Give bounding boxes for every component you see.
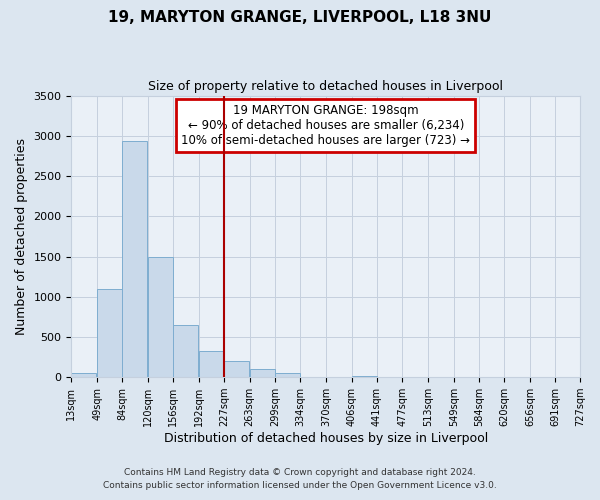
Text: Contains HM Land Registry data © Crown copyright and database right 2024.: Contains HM Land Registry data © Crown c… bbox=[124, 468, 476, 477]
Bar bbox=[275, 373, 301, 377]
X-axis label: Distribution of detached houses by size in Liverpool: Distribution of detached houses by size … bbox=[164, 432, 488, 445]
Y-axis label: Number of detached properties: Number of detached properties bbox=[15, 138, 28, 335]
Text: Contains public sector information licensed under the Open Government Licence v3: Contains public sector information licen… bbox=[103, 480, 497, 490]
Bar bbox=[122, 142, 147, 377]
Text: 19 MARYTON GRANGE: 198sqm
← 90% of detached houses are smaller (6,234)
10% of se: 19 MARYTON GRANGE: 198sqm ← 90% of detac… bbox=[181, 104, 470, 147]
Bar bbox=[97, 288, 122, 377]
Bar bbox=[71, 373, 97, 377]
Text: 19, MARYTON GRANGE, LIVERPOOL, L18 3NU: 19, MARYTON GRANGE, LIVERPOOL, L18 3NU bbox=[109, 10, 491, 25]
Bar bbox=[173, 325, 199, 377]
Bar bbox=[352, 376, 377, 377]
Bar bbox=[199, 350, 224, 377]
Title: Size of property relative to detached houses in Liverpool: Size of property relative to detached ho… bbox=[148, 80, 503, 93]
Bar bbox=[224, 361, 249, 377]
Bar bbox=[250, 369, 275, 377]
Bar bbox=[148, 256, 173, 377]
